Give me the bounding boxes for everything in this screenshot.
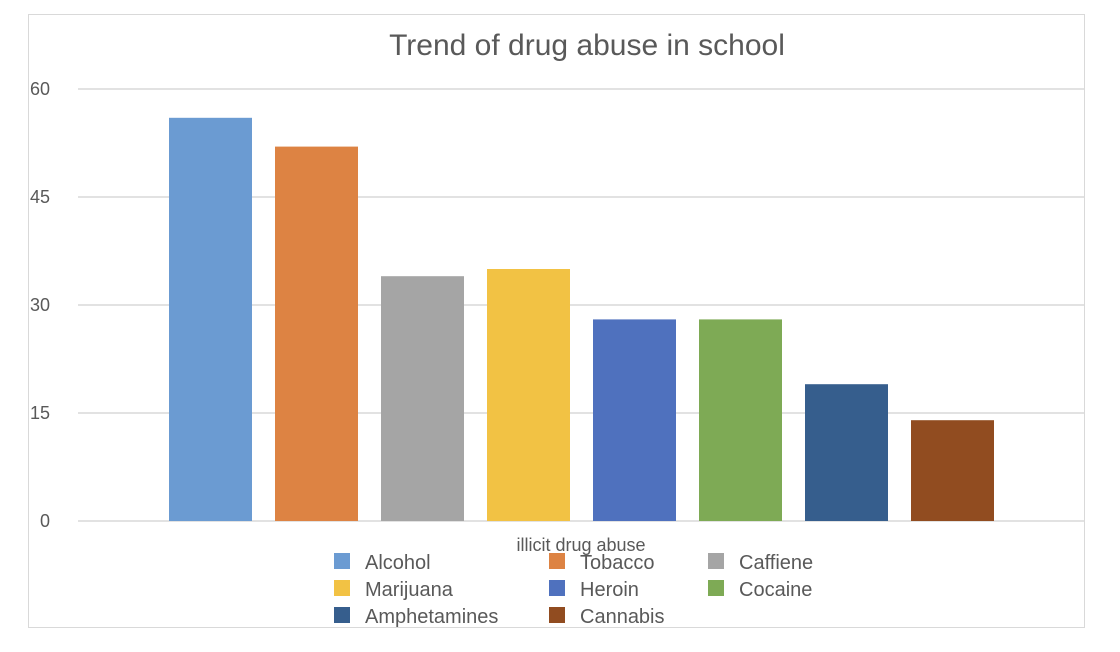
legend-label-cannabis: Cannabis [580, 606, 665, 628]
legend-label-tobacco: Tobacco [580, 552, 655, 574]
bar-heroin [593, 319, 676, 521]
bar-alcohol [169, 117, 252, 522]
legend-swatch-caffiene [708, 553, 724, 569]
bar-caffiene [381, 276, 464, 521]
legend: Alcohol Tobacco Caffiene Marijuana Heroin Coc… [334, 552, 813, 628]
legend-swatch-cannabis [549, 607, 565, 623]
y-tick-label: 45 [30, 187, 50, 207]
legend-swatch-alcohol [334, 553, 350, 569]
y-tick-label: 0 [40, 511, 50, 531]
bar-marijuana [487, 269, 570, 521]
y-axis-ticks: 0 15 30 45 60 [30, 79, 50, 531]
legend-swatch-cocaine [708, 580, 724, 596]
bars [169, 117, 994, 522]
y-tick-label: 30 [30, 295, 50, 315]
y-tick-label: 60 [30, 79, 50, 99]
legend-label-caffiene: Caffiene [739, 552, 813, 574]
x-axis-label: illicit drug abuse [516, 535, 645, 555]
legend-label-marijuana: Marijuana [365, 579, 454, 601]
legend-label-alcohol: Alcohol [365, 552, 431, 574]
legend-swatch-tobacco [549, 553, 565, 569]
legend-label-heroin: Heroin [580, 579, 639, 601]
legend-label-cocaine: Cocaine [739, 579, 812, 601]
chart-title: Trend of drug abuse in school [389, 29, 785, 62]
y-tick-label: 15 [30, 403, 50, 423]
legend-swatch-heroin [549, 580, 565, 596]
bar-tobacco [275, 146, 358, 521]
legend-swatch-amphetamines [334, 607, 350, 623]
bar-amphetamines [805, 384, 888, 521]
legend-swatch-marijuana [334, 580, 350, 596]
bar-cannabis [911, 420, 994, 521]
legend-label-amphetamines: Amphetamines [365, 606, 498, 628]
bar-cocaine [699, 319, 782, 521]
